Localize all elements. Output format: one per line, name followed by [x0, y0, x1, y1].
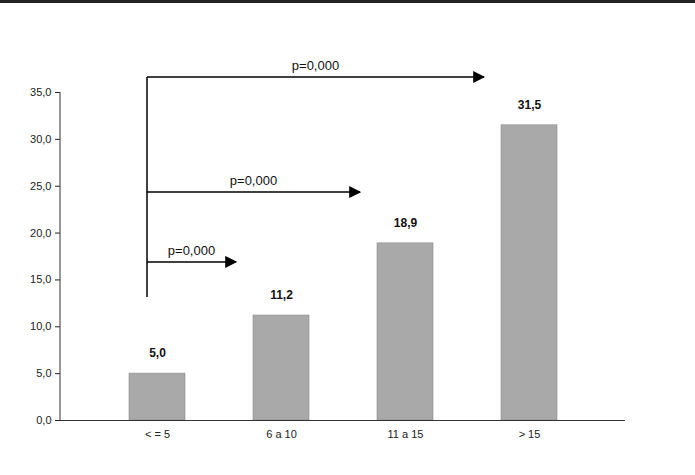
- svg-text:30,0: 30,0: [30, 133, 51, 145]
- svg-text:p=0,000: p=0,000: [168, 243, 215, 258]
- svg-text:11,2: 11,2: [270, 288, 293, 302]
- svg-text:5,0: 5,0: [36, 367, 51, 379]
- svg-text:20,0: 20,0: [30, 227, 51, 239]
- svg-text:35,0: 35,0: [30, 86, 51, 98]
- svg-text:0,0: 0,0: [36, 414, 51, 426]
- svg-text:< = 5: < = 5: [145, 428, 170, 440]
- svg-text:> 15: > 15: [519, 428, 541, 440]
- svg-text:10,0: 10,0: [30, 320, 51, 332]
- svg-text:p=0,000: p=0,000: [230, 173, 277, 188]
- svg-text:25,0: 25,0: [30, 180, 51, 192]
- svg-text:6 a 10: 6 a 10: [266, 428, 297, 440]
- svg-text:18,9: 18,9: [394, 216, 418, 230]
- svg-text:p=0,000: p=0,000: [292, 58, 339, 73]
- svg-text:31,5: 31,5: [518, 98, 542, 112]
- svg-text:5,0: 5,0: [149, 346, 166, 360]
- svg-text:15,0: 15,0: [30, 273, 51, 285]
- svg-text:11 a 15: 11 a 15: [388, 428, 424, 440]
